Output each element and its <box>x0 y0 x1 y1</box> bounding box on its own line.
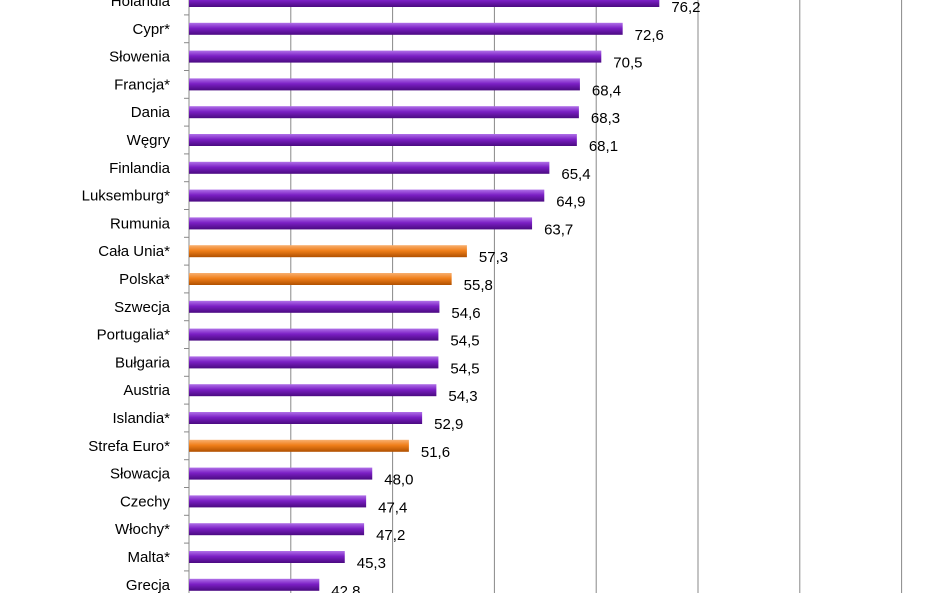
bar <box>189 551 345 563</box>
category-label: Polska* <box>119 271 170 288</box>
bar <box>189 22 623 35</box>
bar <box>189 356 439 369</box>
category-label: Grecja <box>126 577 171 593</box>
bar <box>189 78 580 91</box>
category-label: Francja* <box>114 76 170 93</box>
category-label: Dania <box>131 104 171 121</box>
value-label: 57,3 <box>479 249 508 266</box>
value-label: 70,5 <box>613 55 642 72</box>
value-label: 54,5 <box>450 333 479 350</box>
bar <box>189 439 409 452</box>
value-label: 47,2 <box>376 527 405 544</box>
value-label: 51,6 <box>421 444 450 461</box>
category-label: Szwecja <box>114 299 171 316</box>
value-label: 76,2 <box>671 0 700 16</box>
value-label: 54,6 <box>451 305 480 322</box>
bar <box>189 328 439 341</box>
category-label: Strefa Euro* <box>88 438 170 455</box>
bar <box>189 189 545 202</box>
value-label: 45,3 <box>357 555 386 572</box>
value-label: 68,3 <box>591 110 620 127</box>
bar <box>189 523 365 536</box>
category-label: Słowenia <box>109 49 171 66</box>
value-label: 54,3 <box>448 388 477 405</box>
value-label: 72,6 <box>635 27 664 44</box>
category-label: Węgry <box>127 132 171 149</box>
category-label: Czechy <box>120 493 171 510</box>
bar <box>189 0 660 7</box>
value-label: 47,4 <box>378 499 407 516</box>
value-label: 63,7 <box>544 221 573 238</box>
category-label: Islandia* <box>112 410 170 427</box>
category-label: Włochy* <box>115 521 170 538</box>
bar <box>189 106 579 119</box>
category-label: Finlandia <box>109 160 171 177</box>
bar <box>189 578 320 591</box>
category-label: Bułgaria <box>115 354 171 371</box>
bar <box>189 217 533 230</box>
value-label: 42,8 <box>331 583 360 593</box>
value-label: 68,1 <box>589 138 618 155</box>
category-label: Holandia <box>111 0 171 10</box>
value-label: 48,0 <box>384 472 413 489</box>
category-label: Cała Unia* <box>98 243 170 260</box>
value-label: 65,4 <box>561 166 590 183</box>
category-label: Austria <box>123 382 170 399</box>
bar <box>189 495 367 508</box>
category-label: Portugalia* <box>97 327 171 344</box>
bar <box>189 161 550 174</box>
category-label: Malta* <box>127 549 170 566</box>
category-label: Słowacja <box>110 466 171 483</box>
value-label: 54,5 <box>450 360 479 377</box>
bar <box>189 273 452 285</box>
bar <box>189 467 373 480</box>
value-label: 52,9 <box>434 416 463 433</box>
bar <box>189 134 577 146</box>
bar <box>189 412 423 424</box>
bar <box>189 245 467 258</box>
bar <box>189 300 440 313</box>
value-label: 68,4 <box>592 82 621 99</box>
value-label: 55,8 <box>464 277 493 294</box>
bar <box>189 384 437 397</box>
category-label: Cypr* <box>132 21 170 38</box>
category-label: Luksemburg* <box>82 188 171 205</box>
bar <box>189 50 602 63</box>
category-label: Rumunia <box>110 215 171 232</box>
value-label: 64,9 <box>556 194 585 211</box>
